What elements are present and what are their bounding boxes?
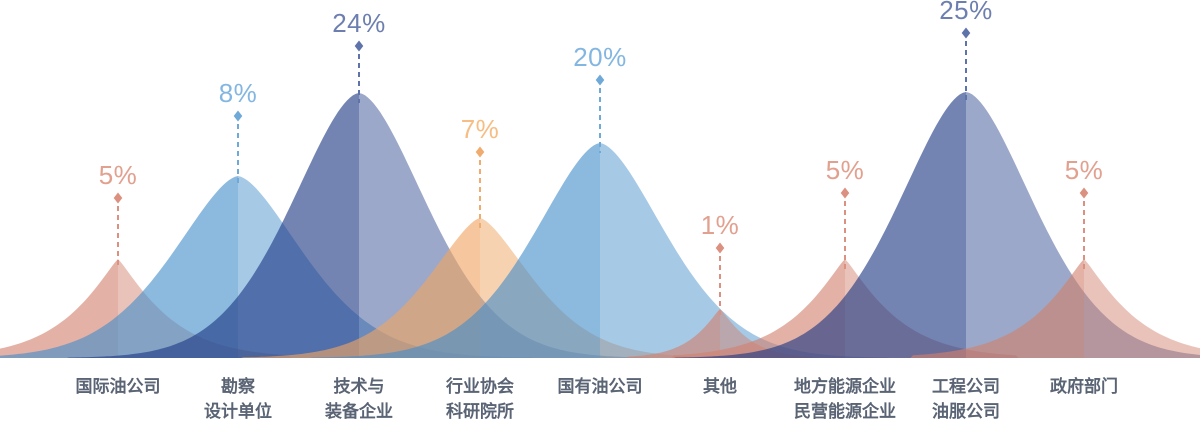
diamond-marker: [354, 40, 364, 52]
diamond-marker: [475, 146, 485, 158]
value-label: 1%: [701, 210, 740, 240]
mountain-left-half: [67, 93, 360, 358]
category-label: 技术与: [334, 376, 385, 396]
value-label: 24%: [332, 8, 386, 38]
diamond-marker: [840, 187, 850, 199]
category-label: 民营能源企业: [794, 401, 896, 421]
diamond-marker: [961, 27, 971, 39]
diamond-marker: [1079, 187, 1089, 199]
category-label: 政府部门: [1050, 376, 1118, 396]
mountain-right-half: [600, 143, 890, 358]
category-label: 科研院所: [446, 401, 514, 421]
peak-group-5: [310, 143, 890, 358]
value-label: 25%: [939, 0, 993, 25]
category-label: 设计单位: [204, 401, 272, 421]
value-label: 20%: [573, 42, 627, 72]
mountain-left-half: [627, 309, 720, 358]
value-label: 7%: [461, 114, 500, 144]
peak-annotation-5: 20% 国有油公司: [558, 42, 643, 396]
diamond-marker: [113, 192, 123, 204]
mountain-left-half: [671, 259, 845, 358]
category-label: 工程公司: [932, 377, 1000, 396]
diamond-marker: [595, 74, 605, 86]
peak-group-9: [910, 259, 1200, 358]
category-label: 装备企业: [324, 401, 393, 421]
category-label: 国际油公司: [76, 376, 161, 396]
mountain-right-half: [966, 92, 1200, 358]
mountain-left-half: [241, 218, 480, 358]
value-label: 5%: [826, 155, 865, 185]
mountain-left-half: [910, 259, 1084, 358]
peak-annotation-9: 5% 政府部门: [1050, 155, 1118, 396]
peak-annotation-6: 1% 其他: [701, 210, 740, 396]
mountain-left-half: [674, 92, 966, 358]
category-label: 勘察: [221, 376, 256, 396]
diamond-marker: [233, 110, 243, 122]
mountain-left-half: [310, 143, 600, 358]
category-label: 地方能源企业: [794, 376, 896, 396]
category-label: 行业协会: [445, 376, 514, 396]
diamond-marker: [715, 242, 725, 254]
peak-annotation-1: 5% 国际油公司: [76, 160, 161, 396]
value-label: 5%: [99, 160, 138, 190]
category-label: 其他: [703, 376, 737, 396]
value-label: 8%: [219, 78, 258, 108]
category-label: 国有油公司: [558, 376, 643, 396]
category-label: 油服公司: [932, 401, 1000, 421]
value-label: 5%: [1065, 155, 1104, 185]
mountain-left-half: [0, 176, 238, 358]
peak-group-8: [674, 92, 1200, 358]
mountain-left-half: [0, 259, 118, 358]
mountains-layer: [0, 92, 1200, 358]
mountain-right-half: [1084, 259, 1200, 358]
